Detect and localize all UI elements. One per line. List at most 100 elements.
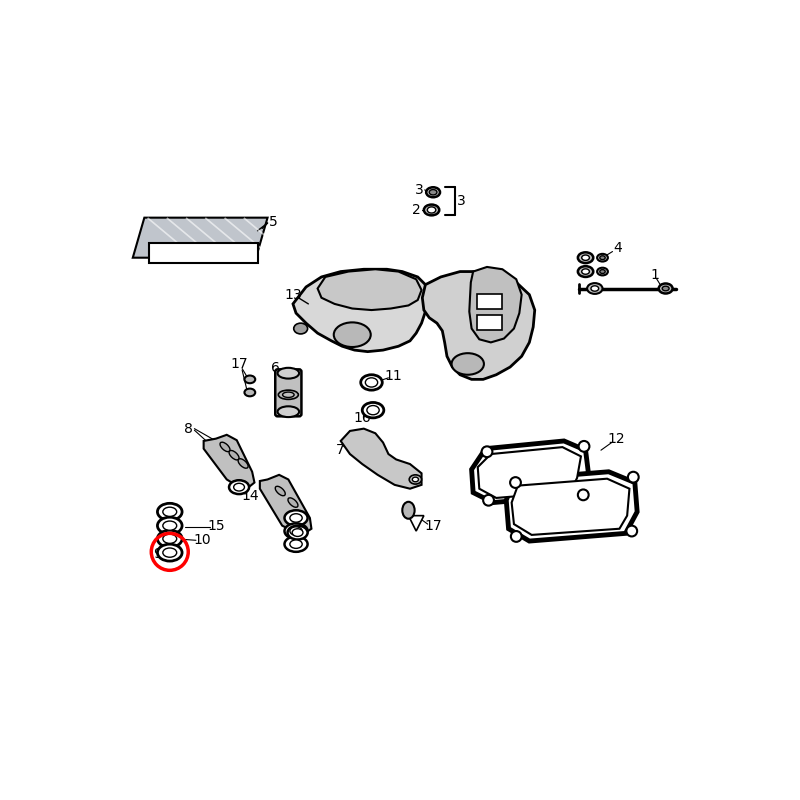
Ellipse shape [600, 270, 605, 274]
Text: 13: 13 [284, 288, 302, 302]
Text: 15: 15 [207, 518, 225, 533]
Ellipse shape [582, 255, 590, 260]
Text: 14: 14 [241, 490, 258, 503]
Text: 4: 4 [614, 242, 622, 255]
Ellipse shape [658, 283, 673, 294]
Ellipse shape [427, 207, 436, 213]
Ellipse shape [278, 406, 299, 417]
Text: 11: 11 [384, 369, 402, 382]
Ellipse shape [292, 529, 303, 537]
Polygon shape [422, 271, 534, 379]
Text: 17: 17 [230, 357, 248, 371]
Ellipse shape [285, 523, 307, 538]
Polygon shape [506, 472, 637, 541]
Text: 3: 3 [457, 194, 465, 208]
Ellipse shape [597, 268, 608, 275]
Polygon shape [204, 435, 254, 489]
Text: 12: 12 [607, 432, 625, 446]
Ellipse shape [451, 353, 484, 374]
Polygon shape [341, 429, 422, 489]
Ellipse shape [234, 483, 245, 491]
Polygon shape [293, 270, 427, 352]
Polygon shape [512, 478, 630, 535]
Ellipse shape [278, 390, 298, 399]
Text: 16: 16 [354, 411, 371, 425]
Ellipse shape [578, 252, 594, 263]
Polygon shape [478, 447, 581, 498]
Text: 6: 6 [271, 361, 280, 375]
Ellipse shape [158, 517, 182, 534]
Ellipse shape [410, 475, 422, 484]
Ellipse shape [287, 526, 307, 539]
Ellipse shape [294, 323, 307, 334]
Text: 7: 7 [336, 443, 345, 457]
FancyBboxPatch shape [275, 370, 302, 416]
Text: 5: 5 [269, 214, 278, 229]
Ellipse shape [587, 283, 602, 294]
Ellipse shape [662, 286, 669, 291]
Text: 8: 8 [184, 422, 193, 436]
Text: 10: 10 [194, 534, 211, 547]
Text: 17: 17 [424, 518, 442, 533]
Ellipse shape [334, 322, 370, 347]
Polygon shape [472, 441, 589, 502]
FancyBboxPatch shape [477, 314, 502, 330]
Ellipse shape [163, 521, 177, 530]
Polygon shape [470, 267, 522, 342]
Polygon shape [133, 218, 267, 258]
FancyBboxPatch shape [149, 243, 258, 263]
Ellipse shape [290, 514, 302, 522]
Ellipse shape [597, 254, 608, 262]
Text: 2: 2 [412, 203, 421, 217]
Text: gasket sets: gasket sets [158, 246, 249, 260]
Polygon shape [409, 516, 424, 531]
Ellipse shape [424, 205, 439, 215]
Ellipse shape [163, 548, 177, 558]
Polygon shape [260, 475, 311, 535]
Text: 9: 9 [153, 547, 162, 561]
Ellipse shape [591, 286, 598, 291]
Ellipse shape [362, 402, 384, 418]
Ellipse shape [275, 486, 286, 496]
Ellipse shape [426, 187, 440, 198]
Polygon shape [318, 270, 422, 310]
Ellipse shape [158, 530, 182, 547]
Ellipse shape [430, 190, 437, 195]
Ellipse shape [245, 389, 255, 396]
Circle shape [482, 446, 492, 457]
Circle shape [578, 441, 590, 452]
Circle shape [483, 495, 494, 506]
Text: 1: 1 [650, 268, 659, 282]
Ellipse shape [366, 378, 378, 387]
Circle shape [511, 531, 522, 542]
Circle shape [578, 490, 589, 500]
Circle shape [626, 526, 637, 537]
Ellipse shape [578, 266, 594, 277]
Circle shape [628, 472, 638, 482]
Ellipse shape [158, 503, 182, 520]
FancyBboxPatch shape [477, 294, 502, 310]
Ellipse shape [163, 507, 177, 517]
Ellipse shape [285, 537, 307, 552]
Ellipse shape [220, 442, 230, 452]
Ellipse shape [290, 527, 302, 535]
Ellipse shape [163, 534, 177, 543]
Ellipse shape [582, 269, 590, 274]
Ellipse shape [245, 375, 255, 383]
Ellipse shape [600, 256, 605, 260]
Ellipse shape [282, 392, 294, 398]
Ellipse shape [402, 502, 414, 518]
Ellipse shape [412, 477, 418, 482]
Circle shape [510, 477, 521, 488]
Ellipse shape [361, 374, 382, 390]
Ellipse shape [278, 368, 299, 378]
Ellipse shape [158, 544, 182, 561]
Ellipse shape [229, 450, 239, 460]
Ellipse shape [238, 458, 248, 468]
Ellipse shape [229, 480, 249, 494]
Ellipse shape [290, 540, 302, 548]
Ellipse shape [367, 406, 379, 414]
Ellipse shape [288, 498, 298, 507]
Ellipse shape [285, 510, 307, 526]
Text: 3: 3 [415, 183, 424, 197]
